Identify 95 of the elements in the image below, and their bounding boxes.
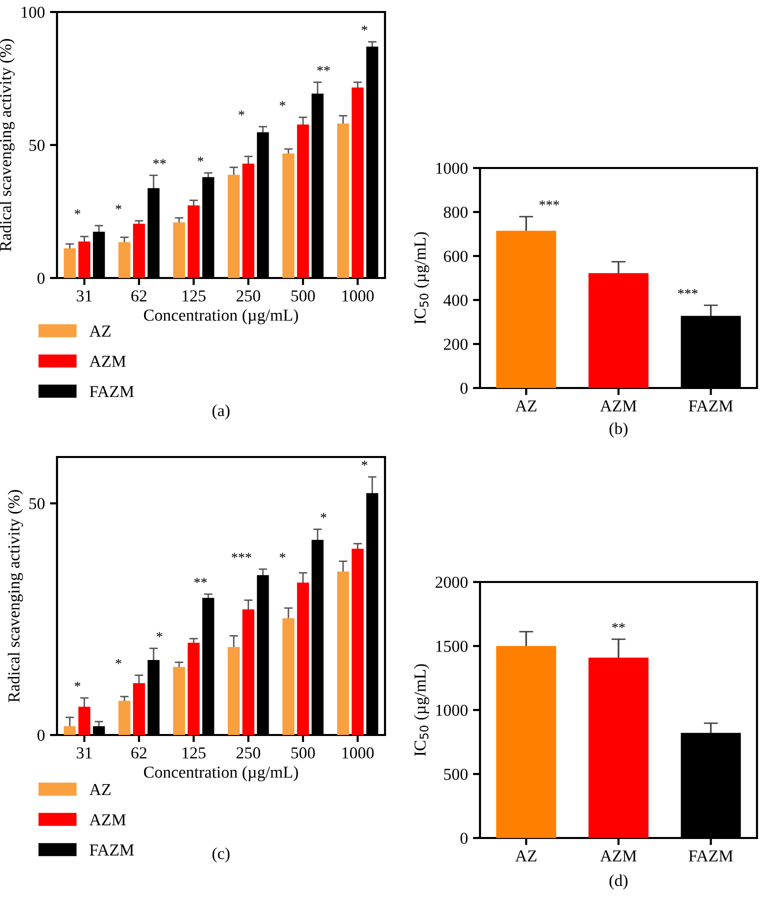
annotation: * — [198, 156, 204, 162]
bar — [282, 154, 294, 278]
legend-label: FAZM — [90, 386, 134, 398]
bar — [133, 683, 145, 735]
x-tick-label: AZM — [600, 400, 637, 412]
y-tick-label: 400 — [444, 294, 468, 306]
annotation: * — [74, 209, 80, 214]
x-tick-label: 125 — [182, 290, 206, 302]
bar — [118, 700, 130, 735]
annotation: ** — [612, 622, 625, 628]
bar — [78, 706, 90, 735]
annotation: *** — [232, 552, 252, 558]
bar — [173, 666, 186, 735]
y-tick-label: 0 — [460, 832, 468, 844]
annotation: ** — [317, 66, 330, 72]
x-tick-label: 1000 — [342, 290, 374, 302]
bar — [242, 164, 254, 278]
y-tick-label: 50 — [29, 498, 45, 510]
bar — [173, 222, 186, 278]
bar — [588, 273, 649, 388]
y-axis-title: Radical scavenging activity (%) — [8, 490, 23, 702]
bar — [496, 230, 556, 388]
annotation: * — [74, 682, 80, 687]
x-tick-label: 62 — [131, 747, 146, 759]
y-tick-label: 50 — [29, 140, 45, 151]
x-tick-label: FAZM — [688, 400, 733, 412]
annotation: * — [238, 110, 244, 116]
x-tick-label: 500 — [291, 290, 315, 302]
bar — [242, 609, 254, 735]
legend-label: AZM — [89, 814, 126, 826]
annotation: * — [156, 632, 162, 638]
text: (b) — [610, 422, 628, 438]
annotation: ** — [153, 159, 166, 164]
bar — [64, 726, 76, 735]
text: (a) — [212, 404, 230, 420]
y-tick-label: 500 — [444, 768, 468, 780]
bar — [188, 642, 200, 735]
y-tick-label: 800 — [444, 206, 468, 218]
x-tick-label: FAZM — [688, 850, 733, 862]
y-tick-label: 0 — [460, 382, 468, 394]
annotation: * — [116, 204, 122, 210]
bar — [118, 242, 130, 278]
bar — [64, 248, 76, 278]
x-tick-label: AZ — [515, 400, 536, 412]
x-tick-label: AZ — [515, 850, 536, 862]
bar — [337, 123, 350, 278]
annotation: * — [280, 552, 286, 558]
x-axis-title: Concentration (µg/mL) — [144, 766, 298, 782]
y-tick-label: 0 — [37, 730, 45, 741]
bar — [188, 205, 200, 278]
bar — [588, 658, 649, 838]
legend-label: AZ — [89, 326, 111, 337]
bar — [133, 224, 145, 278]
text: (c) — [212, 847, 230, 863]
legend-label: AZM — [89, 356, 126, 367]
annotation: ** — [194, 578, 207, 584]
annotation: * — [320, 513, 326, 518]
y-tick-label: 100 — [22, 6, 45, 18]
bar — [228, 174, 240, 278]
annotation: * — [362, 26, 368, 31]
annotation: *** — [540, 200, 560, 206]
x-tick-label: 125 — [182, 747, 206, 759]
bar — [297, 124, 309, 278]
bar — [352, 88, 364, 278]
bar — [352, 548, 364, 735]
x-tick-label: 1000 — [342, 747, 374, 759]
x-tick-label: AZM — [600, 850, 637, 862]
legend-label: AZ — [89, 784, 111, 796]
y-tick-label: 1500 — [436, 640, 468, 652]
y-tick-label: 0 — [37, 272, 45, 284]
bar — [297, 582, 309, 735]
x-axis-title: Concentration (µg/mL) — [144, 309, 298, 324]
bar — [78, 242, 90, 278]
bar — [282, 618, 294, 735]
text: (d) — [610, 874, 628, 890]
bar — [337, 571, 350, 735]
x-tick-label: 31 — [76, 747, 92, 759]
bar — [228, 646, 240, 735]
bar — [496, 646, 556, 838]
x-tick-label: 500 — [291, 747, 315, 759]
x-tick-label: 62 — [131, 290, 146, 302]
x-tick-label: 250 — [236, 747, 260, 759]
annotation: * — [116, 659, 122, 664]
y-tick-label: 2000 — [436, 576, 468, 588]
annotation: * — [280, 101, 286, 106]
y-tick-label: 600 — [444, 250, 468, 262]
annotation: * — [362, 460, 368, 466]
y-tick-label: 1000 — [436, 704, 468, 716]
y-axis-title: IC$_{50}$ (µg/mL) — [414, 232, 430, 324]
annotation: *** — [678, 289, 698, 294]
x-tick-label: 250 — [236, 290, 260, 302]
y-axis-title: IC$_{50}$ (µg/mL) — [414, 664, 430, 756]
x-tick-label: 31 — [76, 290, 92, 302]
y-tick-label: 1000 — [436, 162, 468, 174]
y-tick-label: 200 — [444, 338, 468, 350]
